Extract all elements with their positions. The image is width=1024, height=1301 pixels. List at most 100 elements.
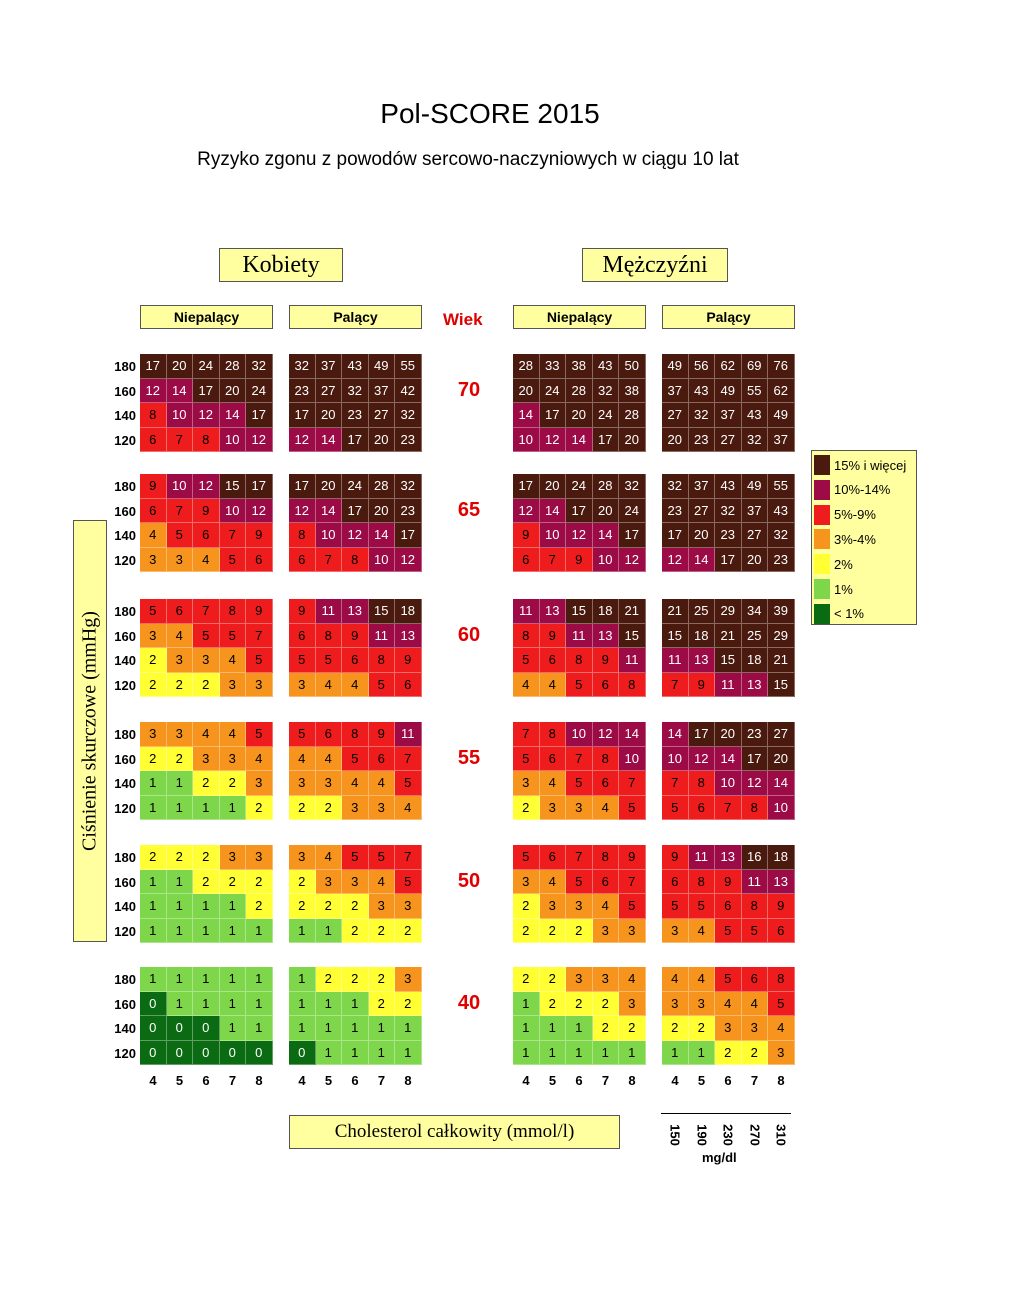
risk-cell: 2 xyxy=(315,795,342,820)
bp-label: 120 xyxy=(114,552,136,568)
risk-cell: 5 xyxy=(566,771,593,796)
risk-cell: 17 xyxy=(662,523,689,548)
risk-cell: 12 xyxy=(289,498,316,523)
risk-cell: 15 xyxy=(368,599,395,624)
risk-cell: 10 xyxy=(619,746,646,771)
risk-cell: 2 xyxy=(368,967,395,992)
risk-cell: 32 xyxy=(395,474,422,499)
risk-cell: 15 xyxy=(768,672,795,697)
risk-cell: 1 xyxy=(289,991,316,1016)
risk-cell: 37 xyxy=(662,378,689,403)
risk-cell: 13 xyxy=(715,845,742,870)
legend-swatch xyxy=(814,455,830,475)
risk-cell: 0 xyxy=(246,1040,273,1065)
risk-cell: 37 xyxy=(688,474,715,499)
risk-cell: 1 xyxy=(566,1040,593,1065)
risk-cell: 1 xyxy=(140,869,167,894)
risk-cell: 49 xyxy=(715,378,742,403)
risk-cell: 3 xyxy=(166,648,193,673)
risk-cell: 42 xyxy=(395,378,422,403)
page-subtitle: Ryzyko zgonu z powodów sercowo-naczyniow… xyxy=(197,149,739,170)
mgdl-tick-text: 310 xyxy=(773,1124,789,1146)
risk-cell: 5 xyxy=(395,869,422,894)
risk-cell: 5 xyxy=(219,547,246,572)
risk-cell: 8 xyxy=(219,599,246,624)
cholesterol-tick-label: 7 xyxy=(377,1073,386,1088)
risk-cell: 38 xyxy=(619,378,646,403)
risk-cell: 10 xyxy=(539,523,566,548)
bp-label: 160 xyxy=(114,751,136,767)
risk-cell: 8 xyxy=(140,403,167,428)
risk-cell: 23 xyxy=(741,722,768,747)
risk-cell: 39 xyxy=(768,599,795,624)
risk-cell: 7 xyxy=(539,547,566,572)
risk-cell: 5 xyxy=(140,599,167,624)
men-nonsmoker-header: Niepalący xyxy=(513,305,646,329)
risk-cell: 3 xyxy=(315,771,342,796)
risk-cell: 10 xyxy=(566,722,593,747)
risk-cell: 2 xyxy=(342,894,369,919)
risk-cell: 6 xyxy=(592,672,619,697)
risk-cell: 5 xyxy=(768,991,795,1016)
risk-cell: 12 xyxy=(566,523,593,548)
risk-cell: 1 xyxy=(539,1040,566,1065)
risk-cell: 7 xyxy=(166,498,193,523)
risk-cell: 32 xyxy=(592,378,619,403)
risk-cell: 20 xyxy=(219,378,246,403)
risk-cell: 32 xyxy=(619,474,646,499)
cholesterol-tick-label: 8 xyxy=(404,1073,412,1088)
risk-cell: 7 xyxy=(315,547,342,572)
risk-cell: 8 xyxy=(513,623,540,648)
risk-cell: 32 xyxy=(715,498,742,523)
grid-women-smoker-55: 5 6 8 9 11 4 4 5 6 7 3 3 4 4 5 2 2 3 3 4 xyxy=(289,722,422,820)
risk-cell: 1 xyxy=(166,869,193,894)
risk-cell: 2 xyxy=(592,1016,619,1041)
bp-label: 160 xyxy=(114,874,136,890)
risk-cell: 7 xyxy=(619,771,646,796)
cholesterol-tick-label: 7 xyxy=(601,1073,610,1088)
risk-cell: 2 xyxy=(566,918,593,943)
risk-cell: 4 xyxy=(395,795,422,820)
risk-cell: 2 xyxy=(193,771,220,796)
risk-cell: 17 xyxy=(619,523,646,548)
risk-cell: 10 xyxy=(592,547,619,572)
risk-cell: 29 xyxy=(768,623,795,648)
risk-cell: 1 xyxy=(315,918,342,943)
risk-cell: 6 xyxy=(539,746,566,771)
risk-cell: 14 xyxy=(219,403,246,428)
risk-cell: 17 xyxy=(289,474,316,499)
risk-cell: 17 xyxy=(140,354,167,379)
risk-cell: 2 xyxy=(662,1016,689,1041)
bp-label: 180 xyxy=(114,359,136,374)
risk-cell: 10 xyxy=(219,498,246,523)
risk-cell: 2 xyxy=(539,918,566,943)
risk-cell: 21 xyxy=(662,599,689,624)
cholesterol-tick-label: 6 xyxy=(575,1073,583,1088)
grid-men-smoker-65: 32 37 43 49 55 23 27 32 37 43 17 20 23 27 32 12 14 17 20 23 xyxy=(662,474,795,572)
risk-cell: 0 xyxy=(166,1040,193,1065)
risk-cell: 0 xyxy=(219,1040,246,1065)
risk-cell: 3 xyxy=(289,672,316,697)
legend-swatch xyxy=(814,554,830,575)
risk-cell: 3 xyxy=(395,967,422,992)
risk-cell: 14 xyxy=(315,498,342,523)
risk-cell: 49 xyxy=(741,474,768,499)
age-label: 70 xyxy=(457,379,481,401)
risk-cell: 12 xyxy=(539,427,566,452)
risk-cell: 6 xyxy=(539,648,566,673)
risk-cell: 2 xyxy=(619,1016,646,1041)
risk-cell: 15 xyxy=(662,623,689,648)
risk-cell: 1 xyxy=(166,894,193,919)
risk-cell: 2 xyxy=(140,845,167,870)
risk-cell: 2 xyxy=(513,795,540,820)
risk-cell: 2 xyxy=(539,967,566,992)
risk-cell: 8 xyxy=(289,523,316,548)
risk-cell: 37 xyxy=(715,403,742,428)
risk-cell: 32 xyxy=(289,354,316,379)
risk-cell: 7 xyxy=(662,672,689,697)
risk-cell: 3 xyxy=(715,1016,742,1041)
risk-cell: 5 xyxy=(688,894,715,919)
risk-cell: 8 xyxy=(193,427,220,452)
risk-cell: 2 xyxy=(219,771,246,796)
